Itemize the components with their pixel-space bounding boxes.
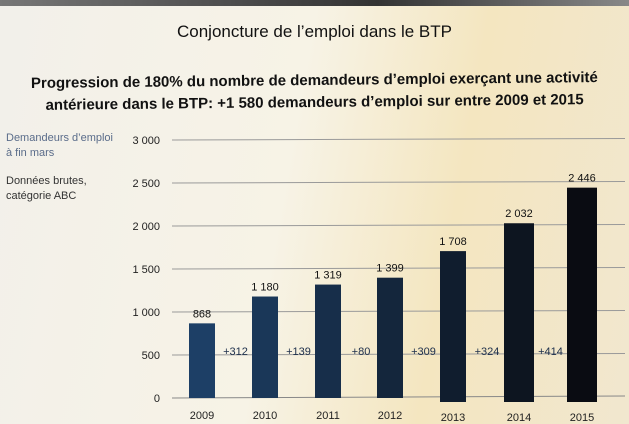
increment-label: +309 bbox=[411, 346, 436, 358]
note-line-2: à fin mars bbox=[6, 147, 55, 159]
note-line-1: Demandeurs d’emploi bbox=[6, 132, 113, 144]
bar bbox=[315, 284, 341, 398]
x-tick-label: 2013 bbox=[441, 412, 465, 424]
bar-value-label: 1 180 bbox=[251, 282, 279, 294]
y-tick-label: 2 500 bbox=[132, 178, 160, 190]
increment-label: +414 bbox=[538, 346, 563, 358]
increment-label: +324 bbox=[475, 346, 500, 358]
bar-value-label: 2 446 bbox=[568, 173, 596, 185]
bar-value-label: 2 032 bbox=[505, 208, 533, 220]
gridline bbox=[171, 138, 626, 141]
x-tick-label: 2009 bbox=[190, 410, 214, 422]
x-tick-label: 2012 bbox=[378, 410, 402, 422]
increment-label: +80 bbox=[352, 346, 371, 358]
bar bbox=[252, 296, 278, 398]
data-note: Données brutes, catégorie ABC bbox=[6, 174, 87, 204]
bar bbox=[504, 223, 534, 402]
bar-value-label: 1 399 bbox=[376, 263, 404, 275]
bar bbox=[567, 187, 597, 402]
note-line-4: catégorie ABC bbox=[6, 190, 77, 202]
y-tick-label: 500 bbox=[142, 350, 160, 362]
bar bbox=[440, 251, 466, 402]
gridline bbox=[171, 181, 626, 184]
bar bbox=[377, 277, 403, 398]
y-tick-label: 1 000 bbox=[132, 307, 160, 319]
x-tick-label: 2010 bbox=[253, 410, 277, 422]
note-line-3: Données brutes, bbox=[6, 175, 87, 187]
slide-title: Conjoncture de l’emploi dans le BTP bbox=[177, 22, 452, 41]
y-tick-label: 1 500 bbox=[132, 264, 160, 276]
y-tick-label: 2 000 bbox=[132, 221, 160, 233]
y-tick-label: 0 bbox=[154, 393, 160, 405]
bar bbox=[189, 323, 215, 398]
bar-value-label: 868 bbox=[193, 308, 211, 320]
slide-top-edge bbox=[0, 0, 629, 6]
gridline bbox=[171, 267, 626, 270]
x-tick-label: 2011 bbox=[316, 410, 340, 422]
increment-label: +312 bbox=[223, 346, 248, 358]
bar-value-label: 1 319 bbox=[314, 270, 342, 282]
gridline bbox=[171, 224, 626, 227]
bar-value-label: 1 708 bbox=[439, 236, 467, 248]
x-tick-label: 2015 bbox=[570, 412, 594, 424]
y-axis-note: Demandeurs d’emploi à fin mars bbox=[6, 131, 113, 161]
increment-label: +139 bbox=[286, 346, 311, 358]
y-tick-label: 3 000 bbox=[132, 135, 160, 147]
x-tick-label: 2014 bbox=[507, 412, 531, 424]
